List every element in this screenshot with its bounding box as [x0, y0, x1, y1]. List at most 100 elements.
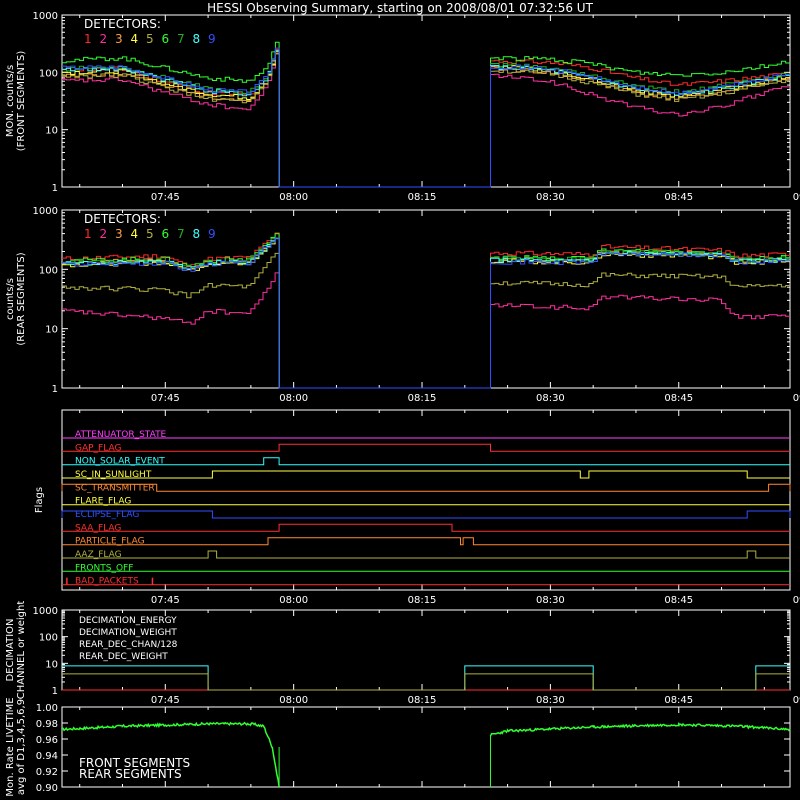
decimation-panel-legend-entry: REAR_DEC_CHAN/128 [79, 640, 178, 650]
rear-panel-xtick-label: 08:45 [664, 393, 693, 404]
front-panel-series-1 [62, 48, 790, 188]
flags-panel-xtick-label: 09:00 [793, 595, 800, 606]
livetime-panel-legend-entry: FRONT SEGMENTS [79, 756, 190, 770]
livetime-panel-ytick-label: 0.98 [36, 719, 58, 730]
decimation-panel-ytick-label: 1000 [33, 606, 58, 617]
rear-panel-legend-detector: 9 [208, 227, 216, 241]
front-panel-ylabel2: (FRONT SEGMENTS) [16, 51, 27, 152]
livetime-panel-front-series-b [489, 722, 791, 737]
rear-panel-legend-detector: 1 [84, 227, 92, 241]
rear-panel-xtick-label: 08:15 [408, 393, 437, 404]
flags-panel-flag-label: ECLIPSE_FLAG [75, 510, 139, 520]
rear-panel-legend-detector: 2 [100, 227, 108, 241]
front-panel-xtick-label: 08:00 [279, 192, 308, 203]
front-panel-legend-detector: 4 [131, 32, 139, 46]
livetime-panel-ytick-label: 0.96 [36, 735, 58, 746]
rear-panel-series-1 [62, 232, 790, 389]
flags-panel-flag-label: NON_SOLAR_EVENT [75, 457, 165, 467]
rear-panel-ylabel2: (REAR SEGMENTS) [16, 252, 27, 345]
decimation-panel-xtick-label: 08:30 [536, 695, 565, 706]
rear-panel-ytick-label: 1000 [33, 206, 58, 217]
flags-panel-flag-label: SC_TRANSMITTER [75, 483, 155, 493]
front-panel-legend-detector: 1 [84, 32, 92, 46]
front-panel-ytick-label: 1 [52, 183, 58, 194]
flags-panel-xtick-label: 07:45 [151, 595, 180, 606]
rear-panel-series-7 [62, 237, 790, 389]
flags-panel-flag-line [62, 537, 790, 546]
rear-panel-series-8 [62, 237, 790, 389]
flags-panel-flag-line [61, 510, 791, 519]
decimation-panel-xtick-label: 08:45 [664, 695, 693, 706]
rear-panel-ytick-label: 10 [45, 325, 58, 336]
livetime-panel-legend-entry: REAR SEGMENTS [79, 767, 182, 781]
flags-panel-flag-line [62, 550, 790, 559]
livetime-panel-frame [61, 706, 791, 788]
livetime-panel-ytick-label: 0.90 [36, 783, 58, 794]
rear-panel-ytick-label: 1 [52, 384, 58, 395]
front-panel-legend-detector: 5 [146, 32, 154, 46]
front-panel-ylabel: MON. counts/s [5, 65, 16, 137]
flags-panel-flag-label: PARTICLE_FLAG [75, 537, 145, 547]
flags-panel-flag-label: GAP_FLAG [75, 443, 121, 453]
decimation-panel-xtick-label: 08:15 [408, 695, 437, 706]
front-panel-xtick-label: 09:00 [793, 192, 800, 203]
rear-panel-legend-detector: 6 [162, 227, 170, 241]
decimation-panel-ytick-label: 1 [52, 686, 58, 697]
decimation-panel-ylabel: DECIMATION [5, 618, 16, 681]
flags-panel-xtick-label: 08:45 [664, 595, 693, 606]
flags-panel-ylabel: Flags [34, 487, 45, 513]
flags-panel-flag-line [62, 523, 790, 532]
rear-panel-legend-detector: 4 [131, 227, 139, 241]
front-panel-legend-detector: 2 [100, 32, 108, 46]
rear-panel-xtick-label: 08:30 [536, 393, 565, 404]
front-panel-legend-detector: 9 [208, 32, 216, 46]
flags-panel-flag-label: AAZ_FLAG [75, 550, 122, 560]
front-panel-legend-title: DETECTORS: [84, 17, 161, 31]
livetime-panel-ytick-label: 0.94 [36, 751, 58, 762]
front-panel-series-4 [62, 51, 790, 188]
livetime-panel-ylabel: Mon. Rate LIVETIME [5, 697, 16, 796]
livetime-panel-ytick-label: 1.00 [36, 703, 58, 714]
decimation-panel-legend-entry: DECIMATION_ENERGY [79, 616, 177, 626]
rear-panel-legend-detector: 5 [146, 227, 154, 241]
chart-title: HESSI Observing Summary, starting on 200… [207, 1, 593, 15]
front-panel-series-2 [62, 52, 790, 188]
front-panel-legend-detector: 8 [193, 32, 201, 46]
rear-panel-series-5 [62, 252, 790, 389]
flags-panel-flag-label: BAD_PACKETS [75, 577, 139, 587]
decimation-panel-xtick-label: 08:00 [279, 695, 308, 706]
flags-panel-xtick-label: 08:15 [408, 595, 437, 606]
front-panel-ytick-label: 100 [39, 68, 58, 79]
front-panel-legend-detector: 6 [162, 32, 170, 46]
front-panel-xtick-label: 08:30 [536, 192, 565, 203]
flags-panel-flag-line [61, 483, 791, 492]
rear-panel-legend-detector: 3 [115, 227, 123, 241]
rear-panel-xtick-label: 08:00 [279, 393, 308, 404]
front-panel-ytick-label: 1000 [33, 11, 58, 22]
rear-panel-ytick-label: 100 [39, 265, 58, 276]
decimation-panel-legend-entry: DECIMATION_WEIGHT [79, 628, 177, 638]
front-panel-xtick-label: 08:45 [664, 192, 693, 203]
decimation-panel-xtick-label: 09:00 [793, 695, 800, 706]
front-panel-series-9 [62, 47, 790, 188]
decimation-panel-legend-entry: REAR_DEC_WEIGHT [79, 652, 168, 662]
front-panel-series-3 [62, 53, 790, 188]
rear-panel-legend-detector: 7 [177, 227, 185, 241]
decimation-panel-xtick-label: 07:45 [151, 695, 180, 706]
rear-panel-series-2 [62, 272, 790, 389]
flags-panel-flag-line [62, 470, 790, 479]
front-panel-legend-detector: 7 [177, 32, 185, 46]
livetime-panel-ytick-label: 0.92 [36, 767, 58, 778]
decimation-panel-series [62, 665, 790, 691]
flags-panel-flag-label: ATTENUATOR_STATE [75, 430, 167, 440]
flags-panel-flag-label: SAA_FLAG [75, 523, 121, 533]
front-panel-xtick-label: 08:15 [408, 192, 437, 203]
flags-panel-flag-label: FRONTS_OFF [75, 563, 133, 573]
flags-panel-flag-label: SC_IN_SUNLIGHT [75, 470, 152, 480]
rear-panel-xtick-label: 07:45 [151, 393, 180, 404]
rear-panel-series-6 [62, 233, 790, 389]
livetime-panel-front-series-a [61, 721, 280, 788]
flags-panel-xtick-label: 08:30 [536, 595, 565, 606]
front-panel-xtick-label: 07:45 [151, 192, 180, 203]
